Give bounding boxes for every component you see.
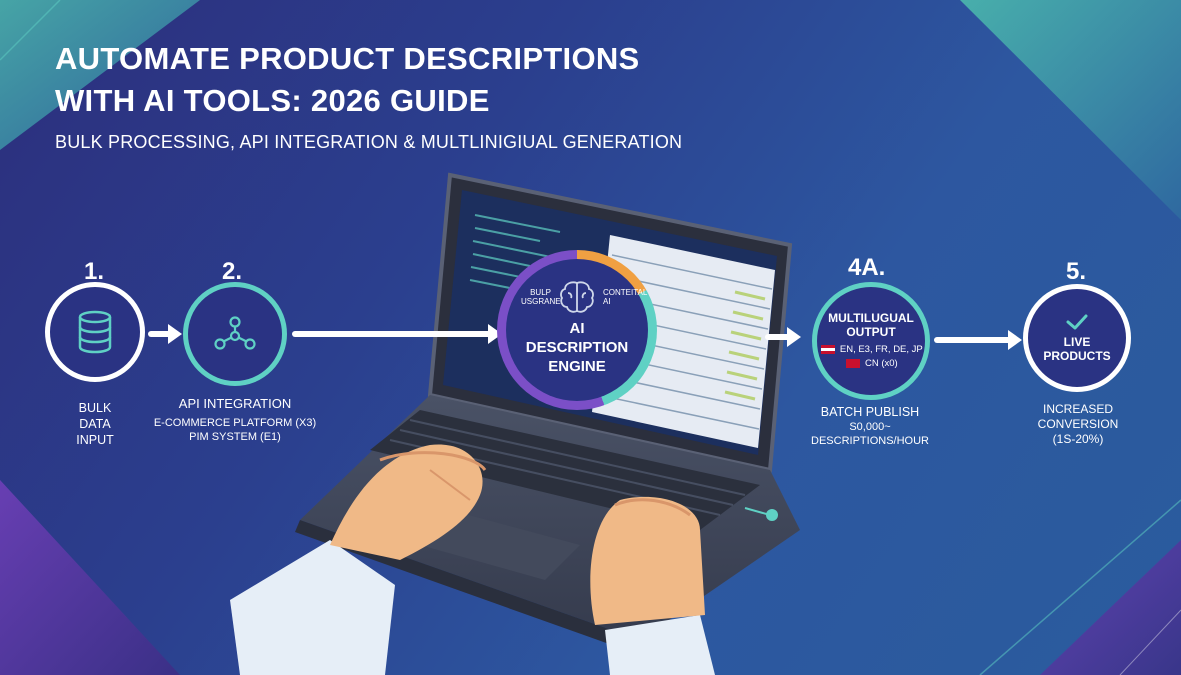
brain-icon (560, 280, 594, 313)
flag-icon (846, 358, 861, 368)
step-3-ai-engine-node: BULP USGRANE CONTEITAL AI AI DESCRIPTION… (497, 250, 657, 410)
step-1-node (45, 282, 145, 382)
step-2-label-line: PIM SYSTEM (e1) (189, 431, 281, 443)
step-5-label-line: INCREASED (1042, 402, 1113, 416)
title-line-1: AUTOMATE PRODUCT DESCRIPTIONS (55, 41, 640, 76)
step-4a-languages-2: CN (x0) (844, 357, 898, 371)
flag-icon (821, 344, 836, 354)
arrow-2-3 (292, 324, 502, 344)
network-nodes-icon (214, 316, 256, 350)
languages-line: EN, E3, FR, DE, JP (839, 344, 923, 355)
step-2-label-title: API INTEGRATION (178, 396, 292, 411)
step-1-label: BULK DATA INPUT (40, 400, 150, 448)
engine-right-small-text: CONTEITAL AI (603, 287, 648, 306)
step-2-node (183, 282, 287, 386)
step-4a-label: S0,000~ DESCRIPTIONS/HOUR (790, 420, 950, 448)
arrow-3-4 (765, 327, 801, 347)
languages-line: CN (x0) (864, 358, 898, 369)
arrow-4-5 (934, 330, 1022, 350)
step-5-node: LIVE PRODUCTS (1023, 284, 1131, 392)
step-1-label-line: BULK (78, 401, 112, 415)
step-4a-number: 4A. (848, 254, 886, 281)
step-4a-languages: EN, E3, FR, DE, JP (819, 343, 923, 357)
step-5-label: INCREASED CONVERSION (1S-20%) (1010, 402, 1146, 447)
step-5-label-line: CONVERSION (1037, 417, 1119, 431)
engine-title: AI DESCRIPTION ENGINE (525, 319, 629, 375)
step-4a-label-line: DESCRIPTIONS/HOUR (811, 435, 929, 447)
step-5-label-line: (1S-20%) (1052, 432, 1104, 446)
step-4a-title: MULTILUGUAL OUTPUT (828, 311, 914, 339)
step-1-label-line: DATA (79, 417, 111, 431)
step-1-number: 1. (84, 258, 105, 285)
step-4a-label-title: BATCH PUBLISH (820, 405, 920, 419)
checkmark-icon (1066, 314, 1088, 330)
title: AUTOMATE PRODUCT DESCRIPTIONS WITH AI TO… (55, 38, 640, 122)
title-line-2: WITH AI TOOLS: 2026 GUIDE (55, 83, 490, 118)
step-4a-node: MULTILUGUAL OUTPUT EN, E3, FR, DE, JP CN… (812, 282, 930, 400)
step-2-number: 2. (222, 258, 243, 285)
hands (230, 444, 715, 675)
engine-left-small-text: BULP USGRANE (521, 287, 561, 306)
arrow-1-2 (148, 324, 182, 344)
database-icon (78, 310, 112, 354)
step-4a-label-line: S0,000~ (849, 421, 891, 433)
step-5-number: 5. (1066, 258, 1087, 285)
step-1-label-line: INPUT (76, 433, 114, 447)
subtitle: BULK PROCESSING, API INTEGRATION & MULTL… (55, 132, 683, 152)
step-2-label-line: E-COMMERCE PLATFORM (x3) (153, 417, 317, 429)
step-5-title: LIVE PRODUCTS (1043, 335, 1111, 363)
step-2-label: E-COMMERCE PLATFORM (x3) PIM SYSTEM (e1) (140, 416, 330, 444)
